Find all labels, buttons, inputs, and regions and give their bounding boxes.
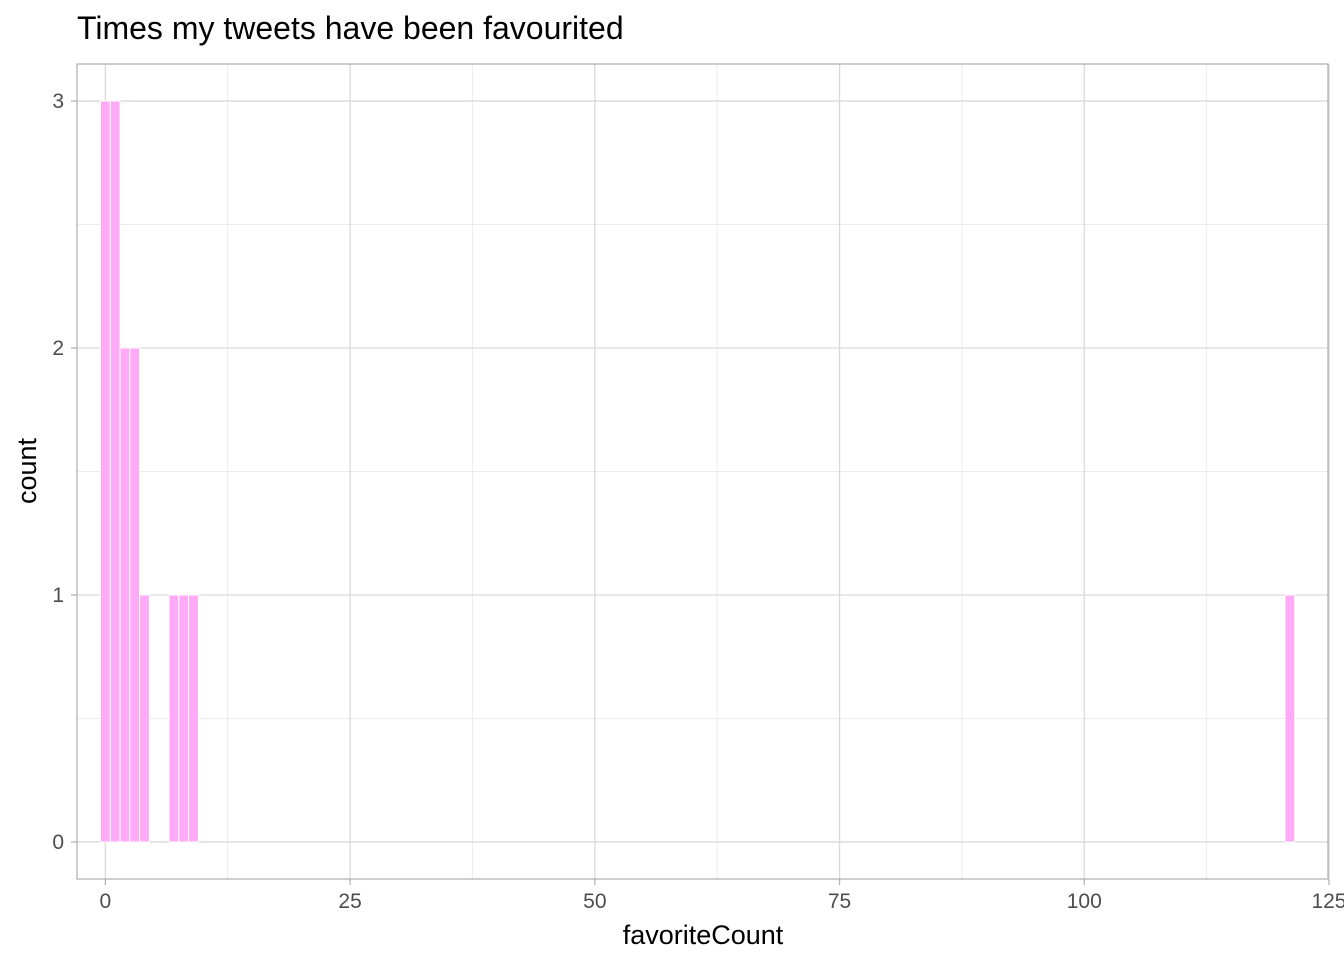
y-axis-ticks: 0 1 2 3	[52, 90, 77, 854]
y-tick-label: 0	[52, 831, 64, 854]
histogram-bar	[168, 594, 180, 843]
y-tick-label: 1	[52, 584, 64, 607]
x-axis-title: favoriteCount	[623, 920, 784, 950]
histogram-bar	[99, 100, 111, 843]
histogram-bar	[188, 594, 199, 843]
y-tick-label: 2	[52, 337, 64, 360]
chart-title: Times my tweets have been favourited	[77, 10, 624, 46]
x-tick-label: 25	[338, 890, 361, 913]
histogram-bar	[178, 594, 190, 843]
histogram-bar	[129, 347, 141, 843]
x-axis-ticks: 0 25 50 75 100 125	[100, 879, 1344, 913]
x-tick-label: 75	[828, 890, 851, 913]
x-tick-label: 50	[583, 890, 606, 913]
histogram-bar	[139, 594, 150, 843]
x-tick-label: 0	[100, 890, 112, 913]
histogram-bar	[119, 347, 131, 843]
histogram-bar	[1284, 594, 1296, 843]
y-axis-title: count	[12, 437, 42, 504]
y-tick-label: 3	[52, 90, 64, 113]
x-tick-label: 100	[1067, 890, 1102, 913]
panel-border	[76, 63, 1329, 880]
grid-major-lines	[77, 64, 1330, 879]
grid-minor-lines	[77, 64, 1328, 879]
histogram-bars	[99, 100, 1296, 843]
x-tick-label: 125	[1311, 890, 1344, 913]
histogram-bar	[109, 100, 121, 843]
